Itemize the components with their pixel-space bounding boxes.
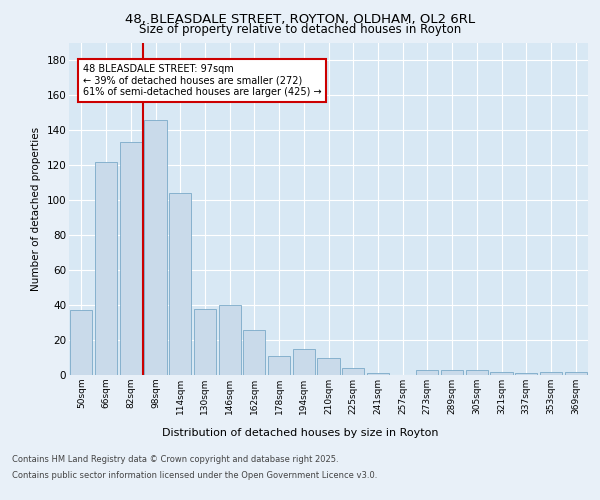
Bar	[416, 370, 439, 375]
Bar	[119, 142, 142, 375]
Bar	[218, 305, 241, 375]
Bar	[95, 162, 117, 375]
Bar	[145, 120, 167, 375]
Bar	[317, 358, 340, 375]
Bar	[490, 372, 512, 375]
Text: Distribution of detached houses by size in Royton: Distribution of detached houses by size …	[162, 428, 438, 438]
Bar	[194, 308, 216, 375]
Bar	[367, 373, 389, 375]
Bar	[268, 356, 290, 375]
Bar	[441, 370, 463, 375]
Bar	[293, 349, 315, 375]
Text: Contains HM Land Registry data © Crown copyright and database right 2025.: Contains HM Land Registry data © Crown c…	[12, 456, 338, 464]
Bar	[466, 370, 488, 375]
Text: 48 BLEASDALE STREET: 97sqm
← 39% of detached houses are smaller (272)
61% of sem: 48 BLEASDALE STREET: 97sqm ← 39% of deta…	[83, 64, 321, 96]
Bar	[540, 372, 562, 375]
Y-axis label: Number of detached properties: Number of detached properties	[31, 126, 41, 291]
Bar	[342, 368, 364, 375]
Text: 48, BLEASDALE STREET, ROYTON, OLDHAM, OL2 6RL: 48, BLEASDALE STREET, ROYTON, OLDHAM, OL…	[125, 12, 475, 26]
Bar	[515, 373, 538, 375]
Bar	[70, 310, 92, 375]
Bar	[169, 193, 191, 375]
Text: Size of property relative to detached houses in Royton: Size of property relative to detached ho…	[139, 22, 461, 36]
Text: Contains public sector information licensed under the Open Government Licence v3: Contains public sector information licen…	[12, 470, 377, 480]
Bar	[243, 330, 265, 375]
Bar	[565, 372, 587, 375]
